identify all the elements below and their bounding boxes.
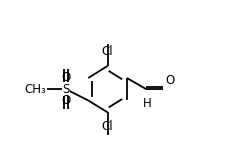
Text: O: O <box>166 74 175 87</box>
Text: S: S <box>62 83 69 96</box>
Text: Cl: Cl <box>102 120 113 133</box>
Text: O: O <box>61 71 71 84</box>
Text: H: H <box>143 97 151 110</box>
Text: CH₃: CH₃ <box>25 83 46 96</box>
Text: O: O <box>61 94 71 107</box>
Text: Cl: Cl <box>102 45 113 58</box>
